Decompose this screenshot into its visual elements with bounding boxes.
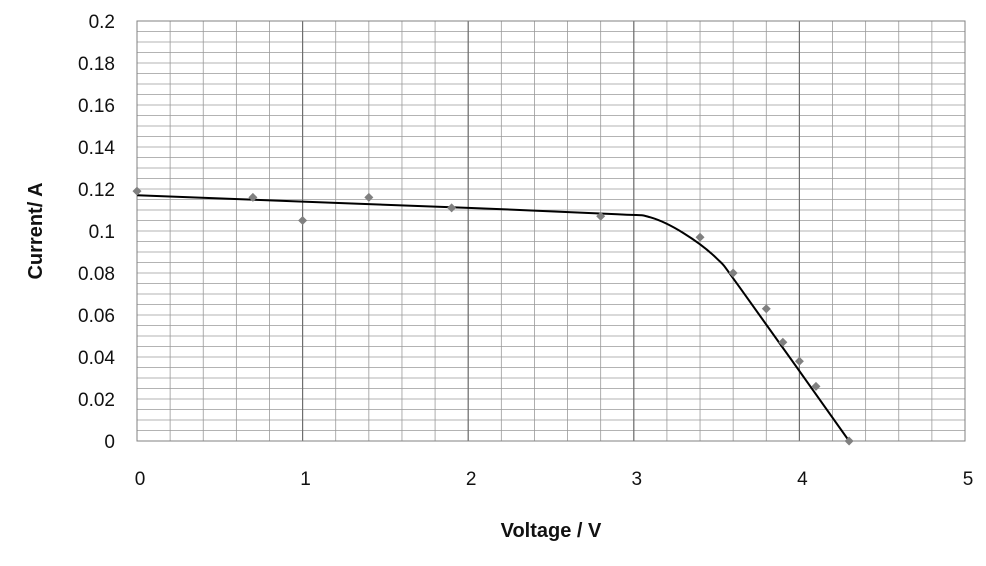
y-tick-label: 0.08 xyxy=(78,264,115,285)
y-axis-tick-labels: 0 0.02 0.04 0.06 0.08 0.1 0.12 0.14 0.16 0.18 0.2 xyxy=(78,12,115,453)
data-point xyxy=(132,186,142,196)
y-tick-label: 0.14 xyxy=(78,138,115,159)
data-point xyxy=(778,337,788,347)
y-tick-label: 0.18 xyxy=(78,54,115,75)
data-point xyxy=(761,304,771,314)
x-axis-tick-labels: 0 1 2 3 4 5 xyxy=(135,469,974,490)
x-tick-label: 3 xyxy=(632,469,643,490)
x-axis-title: Voltage / V xyxy=(501,520,602,542)
plot-area-border xyxy=(136,20,966,442)
data-point xyxy=(596,211,606,221)
data-point xyxy=(794,356,804,366)
x-tick-label: 4 xyxy=(797,469,808,490)
data-point xyxy=(811,381,821,391)
trendline-group xyxy=(136,194,850,442)
y-tick-label: 0 xyxy=(104,432,115,453)
minor-gridlines xyxy=(137,21,965,441)
data-point xyxy=(844,436,854,446)
data-point xyxy=(728,268,738,278)
data-point xyxy=(695,232,705,242)
x-tick-label: 1 xyxy=(300,469,311,490)
y-tick-label: 0.1 xyxy=(89,222,115,243)
y-tick-label: 0.2 xyxy=(89,12,115,33)
x-tick-label: 2 xyxy=(466,469,477,490)
data-point xyxy=(447,203,457,213)
y-tick-label: 0.16 xyxy=(78,96,115,117)
x-tick-label: 5 xyxy=(963,469,974,490)
y-tick-label: 0.12 xyxy=(78,180,115,201)
trendline xyxy=(136,194,850,442)
y-tick-label: 0.06 xyxy=(78,306,115,327)
data-points-group xyxy=(132,186,854,446)
data-point xyxy=(364,192,374,202)
y-tick-label: 0.04 xyxy=(78,348,115,369)
y-tick-label: 0.02 xyxy=(78,390,115,411)
y-axis-title: Current/ A xyxy=(25,182,47,279)
x-tick-label: 0 xyxy=(135,469,146,490)
data-point xyxy=(298,216,308,225)
data-point xyxy=(248,192,258,202)
